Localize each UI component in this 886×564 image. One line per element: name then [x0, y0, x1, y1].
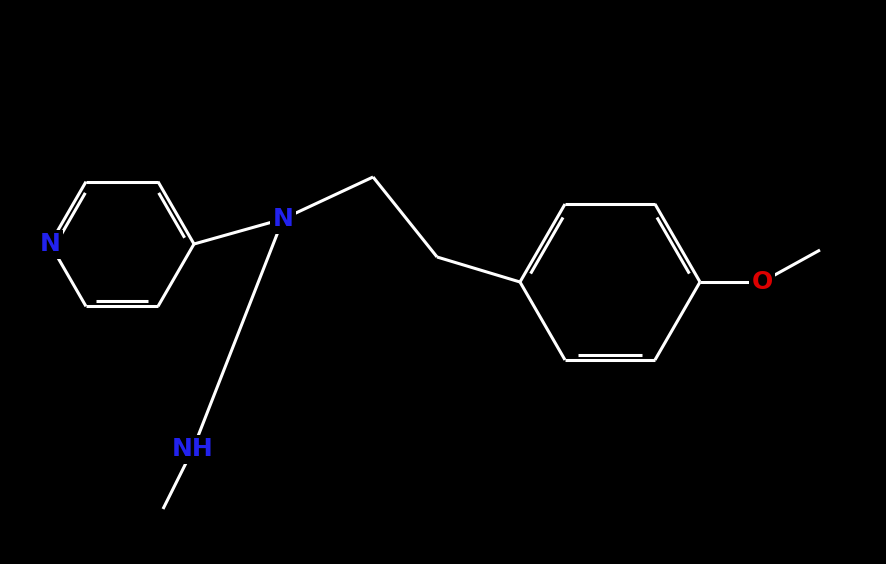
- Text: NH: NH: [172, 437, 214, 461]
- Text: N: N: [273, 207, 293, 231]
- Text: O: O: [751, 270, 773, 294]
- Text: N: N: [40, 232, 60, 256]
